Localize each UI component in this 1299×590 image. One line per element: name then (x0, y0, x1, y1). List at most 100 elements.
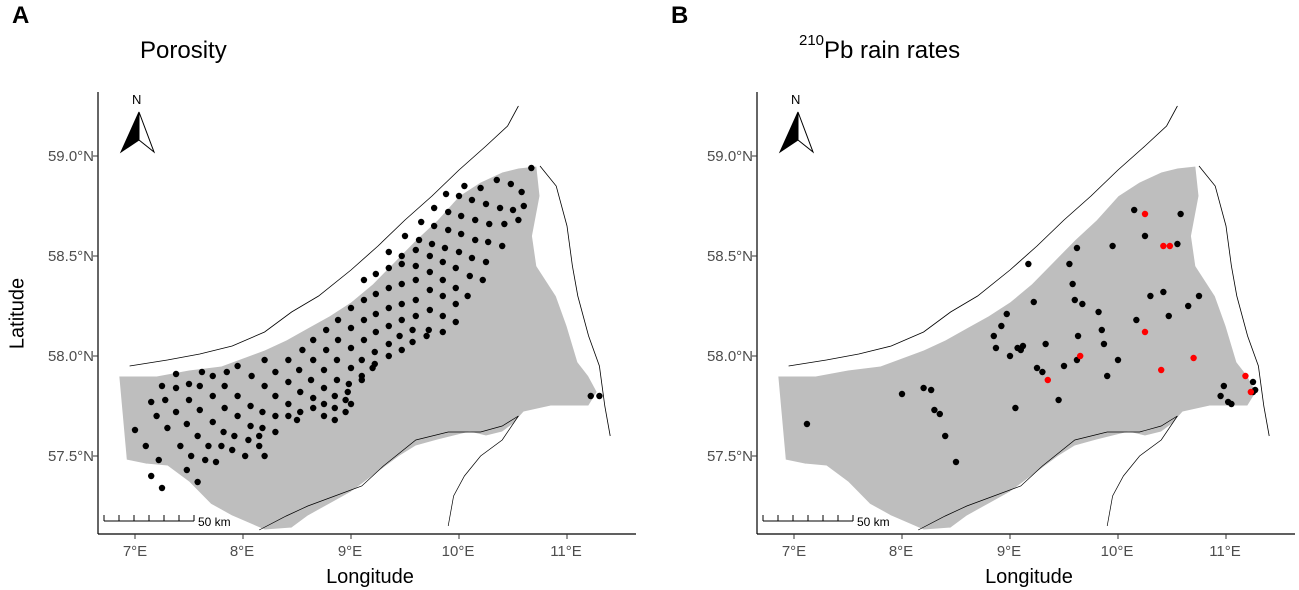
station-point (457, 230, 465, 238)
station-point (499, 242, 506, 250)
station-point (501, 220, 508, 228)
panel-letter: A (12, 2, 30, 29)
station-point (272, 392, 279, 400)
station-point (1217, 392, 1224, 400)
x-tick-label: 11°E (550, 543, 582, 560)
station-point (398, 252, 405, 260)
station-point (272, 368, 279, 376)
station-point (426, 286, 434, 294)
station-point (426, 252, 434, 260)
station-point (1109, 242, 1116, 250)
station-point (452, 300, 459, 308)
station-point (1220, 382, 1228, 390)
station-point (320, 400, 328, 408)
station-point (1165, 312, 1172, 320)
station-point (220, 428, 227, 436)
station-point (183, 466, 191, 474)
station-point (285, 400, 292, 408)
station-point (1003, 310, 1010, 318)
station-point (385, 322, 392, 330)
station-point (231, 432, 238, 440)
station-point (423, 332, 430, 340)
station-point (285, 356, 292, 364)
station-point (285, 412, 292, 420)
station-point (209, 392, 216, 400)
station-point (148, 398, 155, 406)
station-point (310, 394, 317, 402)
station-point (1133, 316, 1140, 324)
station-point (1073, 244, 1081, 252)
station-point (221, 404, 228, 412)
station-point (426, 268, 434, 276)
x-tick-label: 7°E (122, 543, 148, 560)
station-point (293, 416, 301, 424)
station-point (920, 384, 927, 392)
station-point (187, 452, 195, 460)
station-point (452, 284, 459, 292)
station-point (409, 326, 416, 334)
station-point (1039, 368, 1046, 376)
station-point (320, 366, 328, 374)
station-point (385, 248, 392, 256)
north-arrow-label: N (132, 92, 142, 107)
station-point (334, 316, 342, 324)
station-point (1114, 356, 1122, 364)
north-arrow-light (797, 111, 815, 154)
station-point (372, 310, 380, 318)
station-point (285, 378, 292, 386)
denmark-coastline-east (1106, 415, 1178, 527)
station-point (1100, 340, 1108, 348)
station-point (464, 292, 471, 300)
station-point (398, 346, 405, 354)
station-point-red (1044, 376, 1051, 384)
station-point (482, 258, 490, 266)
station-point (398, 300, 405, 308)
station-point (371, 348, 378, 356)
station-point-red (1158, 366, 1165, 374)
station-point (372, 328, 380, 336)
station-point (1025, 260, 1032, 268)
station-point (256, 432, 263, 440)
station-point (347, 344, 355, 352)
y-tick-label: 59.0°N (706, 148, 753, 165)
station-point (247, 402, 254, 410)
station-point (385, 304, 392, 312)
station-point (428, 240, 436, 248)
x-tick-label: 10°E (1100, 543, 1134, 560)
station-point (172, 408, 180, 416)
station-point (158, 382, 166, 390)
station-point (452, 264, 459, 272)
station-point (1030, 298, 1037, 306)
station-point (196, 406, 203, 414)
station-point (587, 392, 594, 400)
station-point (1104, 372, 1111, 380)
panel-title: Porosity (140, 36, 227, 65)
station-point (396, 332, 403, 340)
station-point (1079, 300, 1086, 308)
station-point (256, 442, 263, 450)
station-point (241, 452, 249, 460)
station-point (194, 478, 201, 486)
station-point (486, 220, 493, 228)
station-point (212, 458, 220, 466)
station-point (342, 396, 349, 404)
station-point (401, 232, 409, 240)
station-point (439, 258, 446, 266)
station-point (898, 390, 906, 398)
station-point-red (1141, 328, 1149, 336)
station-point (466, 272, 473, 280)
station-point (358, 356, 365, 364)
map-plot (752, 92, 1295, 539)
station-point (209, 372, 216, 380)
station-point (457, 212, 465, 220)
station-point (331, 416, 338, 424)
station-point (596, 392, 603, 400)
y-tick-label: 58.5°N (47, 248, 94, 265)
norway-coastline (788, 105, 1178, 367)
station-point (477, 184, 484, 192)
station-point (942, 432, 949, 440)
station-point (297, 388, 304, 396)
station-point (295, 366, 303, 374)
station-point (172, 384, 180, 392)
station-point (347, 324, 355, 332)
